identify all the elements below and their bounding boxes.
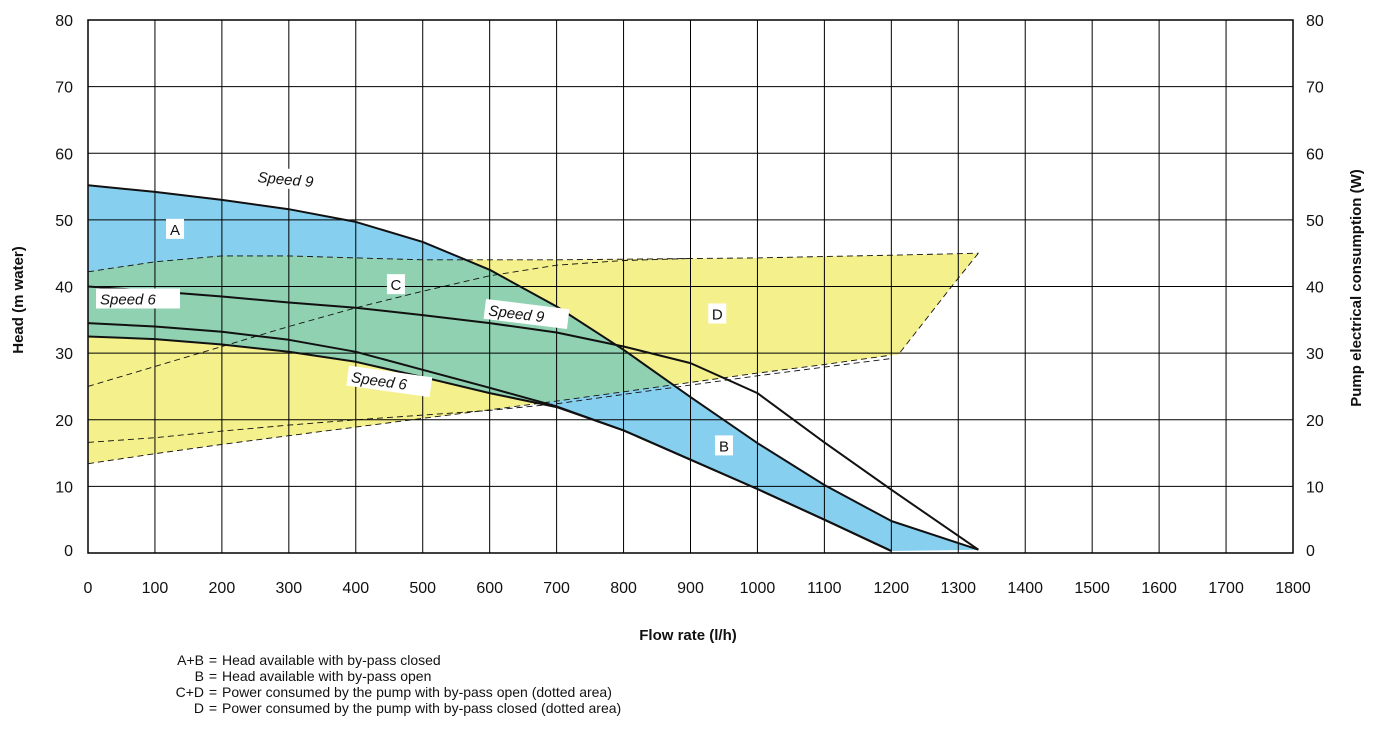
y-tick-label: 30 [55,346,73,363]
x-axis-title: Flow rate (l/h) [639,627,737,644]
legend-item: A+B = Head available with by-pass closed [148,652,621,668]
x-tick-label: 1500 [1074,580,1110,597]
x-tick-label: 1200 [874,580,910,597]
head-curve-2 [87,335,892,552]
x-tick-label: 500 [409,580,436,597]
y2-tick-label: 40 [1306,280,1324,297]
region-label-a: A [170,222,180,239]
curve-label-box [252,165,339,194]
legend-item: C+D = Power consumed by the pump with by-p… [148,684,621,700]
curve-label: Speed 9 [488,302,546,326]
region-fills [88,185,979,551]
curve-label: Speed 6 [100,292,157,309]
y-tick-label: 60 [55,146,73,163]
region-label-d: D [712,306,723,323]
head-curve-3 [87,285,979,551]
region-label-box [708,303,727,324]
curve-label-group: Speed 6 [96,288,180,309]
legend-key: C+D [175,684,204,700]
x-tick-label: 1600 [1141,580,1177,597]
x-tick-label: 700 [543,580,570,597]
y-tick-label: 20 [55,413,73,430]
region-fill-green [88,255,671,403]
legend-text: Head available with by-pass open [222,668,432,684]
power-curve-7 [87,258,691,387]
legend-equals: = [208,684,218,700]
y2-tick-label: 80 [1306,13,1324,30]
y-tick-label: 40 [55,280,73,297]
curve-label-box [483,298,570,330]
tick-labels: 0 100 200 300 400 500 600 700 800 900 1000 1100 1200… [55,13,1324,597]
legend-text: Power consumed by the pump with by-pass … [222,684,612,700]
y2-tick-label: 30 [1306,346,1324,363]
x-tick-label: 1300 [940,580,976,597]
x-tick-label: 800 [610,580,637,597]
y-tick-label: 50 [55,213,73,230]
x-tick-label: 600 [476,580,503,597]
y-tick-label: 10 [55,479,73,496]
curve-label-box [96,288,180,309]
x-tick-label: 1100 [807,580,842,597]
legend-text: Power consumed by the pump with by-pass … [222,700,622,716]
y2-tick-label: 60 [1306,146,1324,163]
x-tick-label: 200 [209,580,236,597]
legend-key: A+B [177,652,204,668]
y-tick-label: 0 [64,543,73,560]
x-tick-label: 1000 [740,580,776,597]
curves [87,184,979,552]
x-tick-label: 900 [677,580,704,597]
legend-key: D [193,700,204,716]
head-curve-0 [87,184,979,551]
x-tick-label: 1800 [1275,580,1311,597]
power-curve-6 [87,354,892,465]
y-axis-title: Head (m water) [10,246,27,354]
region-label-box [166,218,185,239]
region-label-box [386,274,405,295]
legend-equals: = [208,668,218,684]
x-tick-label: 400 [342,580,369,597]
grid [87,19,1294,554]
region-label-box [714,435,733,456]
y2-tick-label: 70 [1306,80,1324,97]
curve-label: Speed 9 [257,169,315,191]
x-tick-label: 1700 [1208,580,1244,597]
legend: A+B = Head available with by-pass closed B… [148,652,622,716]
legend-equals: = [208,700,218,716]
legend-text: Head available with by-pass closed [222,652,441,668]
legend-item: B = Head available with by-pass open [148,668,621,684]
curve-label-box [346,365,433,398]
power-envelope-edge [897,252,979,356]
y2-tick-label: 20 [1306,413,1324,430]
legend-equals: = [208,652,218,668]
x-tick-label: 100 [142,580,169,597]
power-curve-5 [87,358,892,443]
curve-label-group: Speed 9 [483,298,570,330]
y2-tick-label: 10 [1306,479,1324,496]
y2-axis-title: Pump electrical consumption (W) [1348,169,1365,407]
y-tick-label: 80 [55,13,73,30]
x-tick-label: 0 [84,580,93,597]
curve-label-group: Speed 9 [252,165,339,194]
x-tick-label: 300 [275,580,302,597]
region-label-c: C [391,277,402,294]
y2-tick-label: 50 [1306,213,1324,230]
x-tick-label: 1400 [1007,580,1043,597]
y2-tick-label: 0 [1306,543,1315,560]
legend-item: D = Power consumed by the pump with by-pas… [148,700,621,716]
region-label-b: B [719,438,729,455]
legend-key: B [194,668,204,684]
y-tick-label: 70 [55,80,73,97]
